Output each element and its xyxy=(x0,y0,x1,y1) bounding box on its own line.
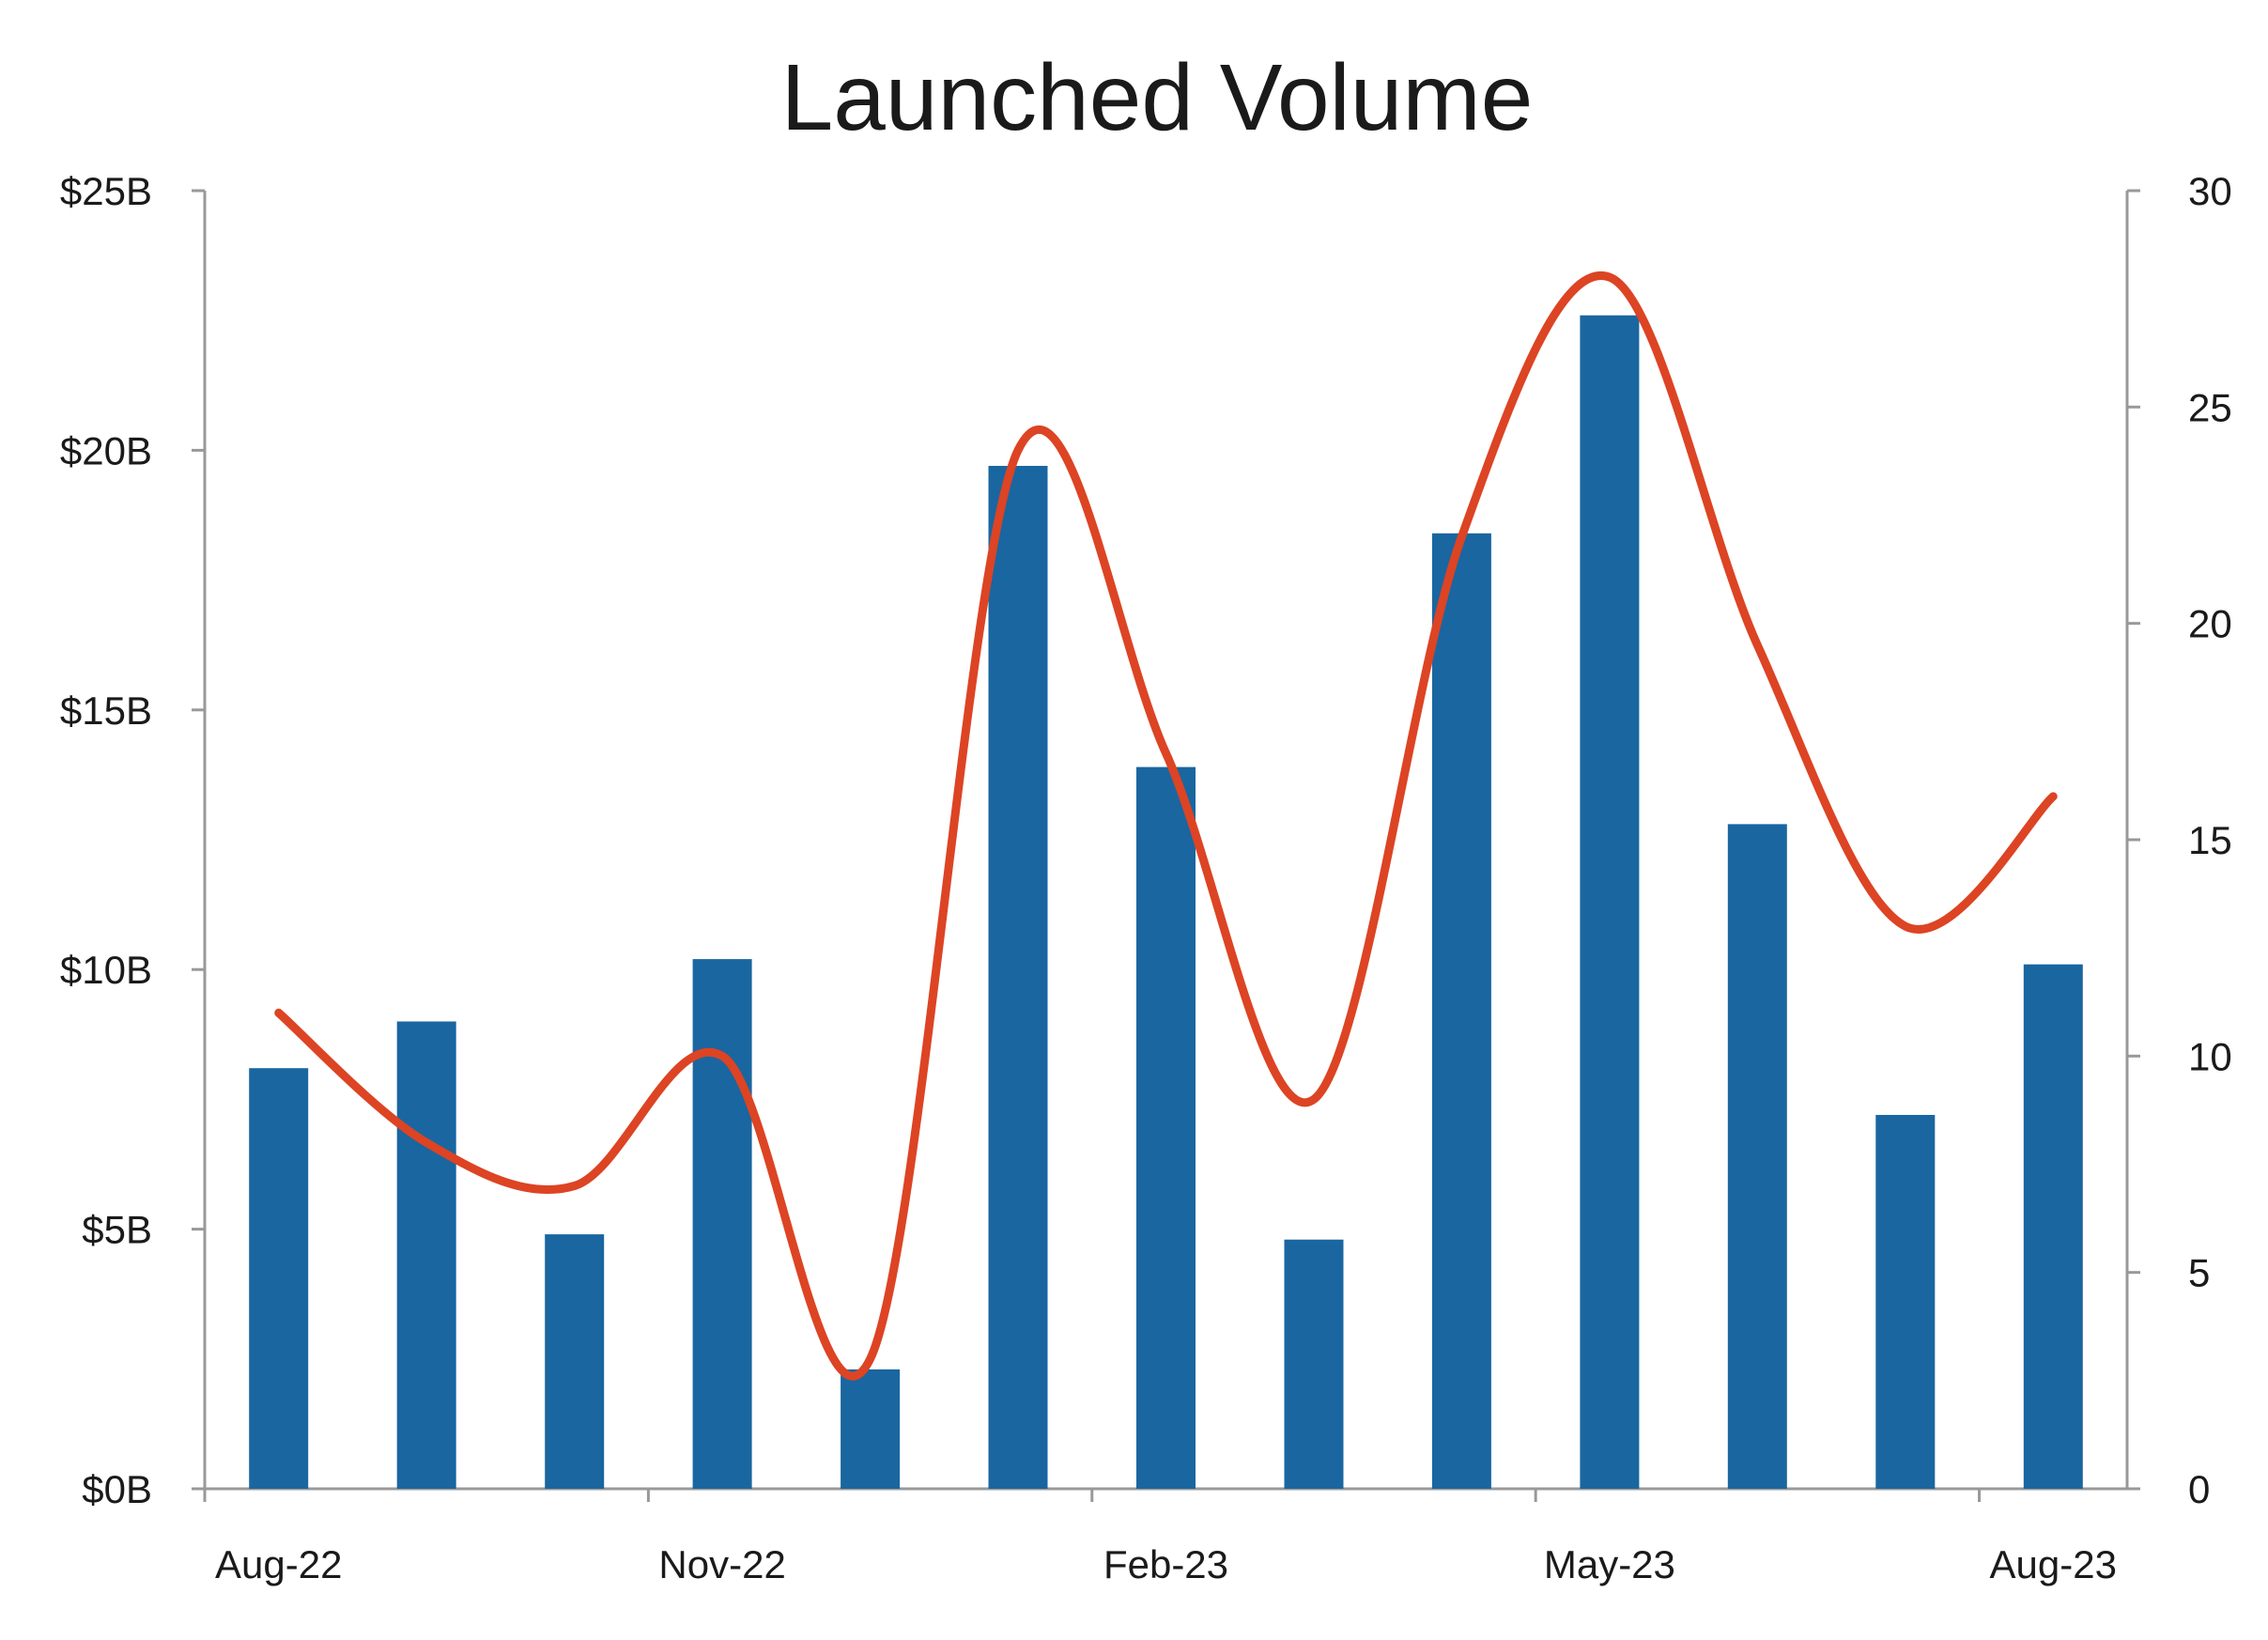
bar-feb-23 xyxy=(1136,766,1196,1489)
line-series xyxy=(274,271,2058,1381)
bar-apr-23 xyxy=(1431,533,1491,1489)
bar-series xyxy=(249,315,2083,1490)
bar-oct-22 xyxy=(545,1234,605,1489)
right-tick-label: 25 xyxy=(2188,385,2232,429)
bar-jun-23 xyxy=(1727,824,1787,1489)
bar-jan-23 xyxy=(988,466,1048,1489)
x-tick-label: Feb-23 xyxy=(1103,1542,1228,1586)
right-tick-label: 15 xyxy=(2188,818,2232,862)
left-tick-label: $10B xyxy=(60,948,152,992)
left-tick-label: $20B xyxy=(60,428,152,472)
left-tick-label: $5B xyxy=(82,1208,152,1252)
right-tick-label: 5 xyxy=(2188,1251,2210,1295)
x-tick-label: Aug-23 xyxy=(1990,1542,2117,1586)
x-tick-label: May-23 xyxy=(1544,1542,1675,1586)
bar-nov-22 xyxy=(692,959,752,1489)
x-tick-label: Nov-22 xyxy=(658,1542,785,1586)
x-tick-label: Aug-22 xyxy=(215,1542,342,1586)
x-axis-ticks: Aug-22 Nov-22 Feb-23 May-23 Aug-23 xyxy=(203,1489,2117,1586)
bar-mar-23 xyxy=(1284,1239,1344,1489)
right-tick-label: 0 xyxy=(2188,1467,2210,1511)
right-tick-label: 20 xyxy=(2188,602,2232,646)
bar-sep-22 xyxy=(396,1021,456,1489)
bar-aug-22 xyxy=(249,1068,309,1489)
left-tick-label: $0B xyxy=(82,1467,152,1511)
bar-aug-23 xyxy=(2023,964,2083,1489)
right-tick-label: 10 xyxy=(2188,1034,2232,1078)
bar-may-23 xyxy=(1580,315,1640,1490)
left-axis-ticks: $0B $5B $10B $15B $20B $25B xyxy=(60,169,205,1511)
bar-dec-22 xyxy=(841,1369,901,1489)
left-tick-label: $25B xyxy=(60,169,152,213)
chart-title: Launched Volume xyxy=(781,45,1534,150)
right-tick-label: 30 xyxy=(2188,169,2232,213)
right-axis-ticks: 0 5 10 15 20 25 30 xyxy=(2127,169,2232,1511)
left-tick-label: $15B xyxy=(60,688,152,733)
bar-jul-23 xyxy=(1875,1115,1936,1489)
